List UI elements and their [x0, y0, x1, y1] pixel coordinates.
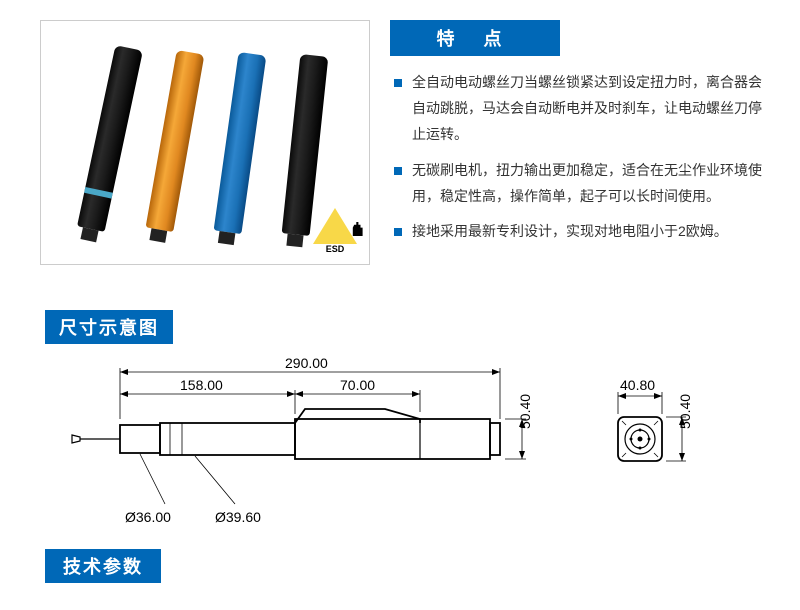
feature-text: 无碳刷电机，扭力输出更加稳定，适合在无尘作业环境使用，稳定性高，操作简单，起子可… — [412, 158, 770, 210]
screwdriver-black-cyan — [77, 45, 143, 232]
dim-total-length: 290.00 — [285, 355, 328, 371]
feature-text: 接地采用最新专利设计，实现对地电阻小于2欧姆。 — [412, 219, 770, 245]
bullet-icon — [394, 167, 402, 175]
feature-item: 无碳刷电机，扭力输出更加稳定，适合在无尘作业环境使用，稳定性高，操作简单，起子可… — [394, 158, 770, 210]
dim-height-side: 50.40 — [517, 394, 533, 429]
screwdriver-orange — [146, 50, 205, 232]
dim-dia-body: Ø39.60 — [215, 509, 261, 525]
bullet-icon — [394, 79, 402, 87]
feature-text: 全自动电动螺丝刀当螺丝锁紧达到设定扭力时，离合器会自动跳脱，马达会自动断电并及时… — [412, 70, 770, 148]
esd-badge: ESD — [313, 208, 357, 252]
dim-dia-tip: Ø36.00 — [125, 509, 171, 525]
feature-item: 全自动电动螺丝刀当螺丝锁紧达到设定扭力时，离合器会自动跳脱，马达会自动断电并及时… — [394, 70, 770, 148]
dim-front-length: 70.00 — [340, 377, 375, 393]
dim-height-rear: 50.40 — [677, 394, 693, 429]
tech-params-header: 技术参数 — [45, 549, 161, 583]
dimensions-header: 尺寸示意图 — [45, 310, 173, 344]
feature-item: 接地采用最新专利设计，实现对地电阻小于2欧姆。 — [394, 219, 770, 245]
features-header: 特 点 — [390, 20, 560, 56]
bullet-icon — [394, 228, 402, 236]
dim-body-length: 158.00 — [180, 377, 223, 393]
dimension-diagram: 290.00 158.00 70.00 50.40 Ø36.00 Ø39.60 … — [40, 354, 760, 544]
esd-label: ESD — [313, 244, 357, 254]
product-photo: ESD — [40, 20, 370, 265]
dim-rear-width: 40.80 — [620, 377, 655, 393]
screwdriver-blue — [214, 52, 267, 234]
feature-list: 全自动电动螺丝刀当螺丝锁紧达到设定扭力时，离合器会自动跳脱，马达会自动断电并及时… — [390, 70, 770, 245]
